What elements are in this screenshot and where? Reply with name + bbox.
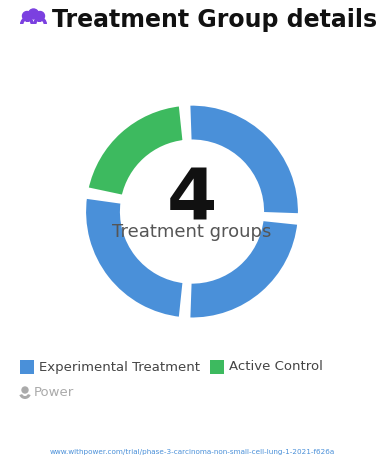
Text: Active Control: Active Control <box>229 360 323 373</box>
Text: Treatment groups: Treatment groups <box>112 223 272 240</box>
Wedge shape <box>19 394 31 399</box>
Wedge shape <box>25 14 41 22</box>
Text: Power: Power <box>34 385 74 399</box>
FancyBboxPatch shape <box>210 360 224 374</box>
Text: www.withpower.com/trial/phase-3-carcinoma-non-small-cell-lung-1-2021-f626a: www.withpower.com/trial/phase-3-carcinom… <box>50 449 334 455</box>
Wedge shape <box>33 17 47 24</box>
Wedge shape <box>84 197 185 319</box>
Text: Treatment Group details: Treatment Group details <box>52 8 377 32</box>
Wedge shape <box>188 104 300 215</box>
Circle shape <box>23 12 31 20</box>
FancyBboxPatch shape <box>20 360 34 374</box>
Circle shape <box>22 387 28 393</box>
Wedge shape <box>86 104 185 197</box>
Wedge shape <box>188 219 300 319</box>
Wedge shape <box>20 17 34 24</box>
Text: 4: 4 <box>167 165 217 234</box>
Circle shape <box>35 12 45 20</box>
Circle shape <box>28 9 38 19</box>
Text: Experimental Treatment: Experimental Treatment <box>39 360 200 373</box>
